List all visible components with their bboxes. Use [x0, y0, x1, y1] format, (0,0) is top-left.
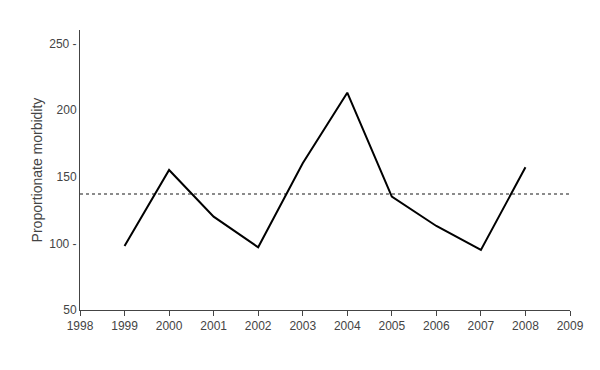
svg-text:2007: 2007	[468, 319, 495, 333]
svg-text:2001: 2001	[200, 319, 227, 333]
svg-text:2006: 2006	[423, 319, 450, 333]
svg-text:2008: 2008	[512, 319, 539, 333]
svg-text:2009: 2009	[557, 319, 584, 333]
svg-text:2005: 2005	[378, 319, 405, 333]
svg-text:2000: 2000	[156, 319, 183, 333]
svg-text:2002: 2002	[245, 319, 272, 333]
svg-text:50: 50	[63, 303, 77, 317]
svg-text:1998: 1998	[67, 319, 94, 333]
svg-text:Proportionate morbidity: Proportionate morbidity	[29, 98, 45, 243]
svg-text:100 -: 100 -	[49, 237, 76, 251]
svg-text:200: 200	[57, 103, 77, 117]
svg-text:1999: 1999	[111, 319, 138, 333]
svg-text:2003: 2003	[289, 319, 316, 333]
svg-text:150: 150	[57, 170, 77, 184]
svg-text:2004: 2004	[334, 319, 361, 333]
svg-text:250 -: 250 -	[49, 37, 76, 51]
